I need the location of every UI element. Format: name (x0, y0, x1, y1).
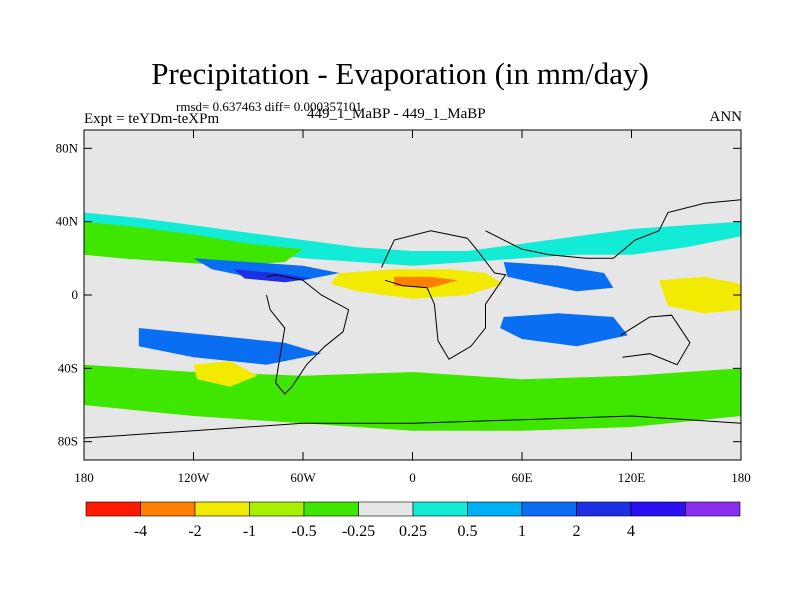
region-central-orange (394, 276, 459, 288)
colorbar-box (412, 501, 468, 517)
colorbar-box (140, 501, 196, 517)
colorbar-label: -0.25 (342, 523, 375, 540)
y-tick-label: 40N (56, 214, 79, 229)
x-tick-label: 0 (409, 470, 416, 485)
region-indian-blue (503, 262, 614, 292)
colorbar-box (467, 501, 523, 517)
region-west-pacific-yellow (658, 276, 741, 314)
colorbar-label: 1 (518, 523, 526, 540)
expt-label: Expt = teYDm-teXPm (84, 111, 220, 127)
plot-area (84, 130, 741, 460)
colorbar-box (358, 501, 414, 517)
colorbar-box (194, 501, 250, 517)
x-tick-label: 180 (731, 470, 751, 485)
region-south-indian-blue (500, 313, 628, 347)
coastline-asia-outline (485, 199, 741, 259)
colorbar-box (521, 501, 577, 517)
colorbar-box (685, 501, 741, 517)
colorbar-label: -4 (134, 523, 147, 540)
region-south-subtropical-dry (84, 364, 741, 431)
colorbar: -4 -2 -1 -0.5 -0.25 0.25 0.5 1 2 4 (85, 501, 741, 540)
region-north-pacific-dry (84, 221, 303, 266)
colorbar-box (576, 501, 632, 517)
region-south-atlantic-yellow (193, 361, 258, 387)
colorbar-box (85, 501, 141, 517)
stats-line: rmsd= 0.637463 diff= 0.000357101 (176, 99, 362, 114)
season-label: ANN (709, 109, 743, 125)
colorbar-box (303, 501, 359, 517)
y-tick-label: 0 (72, 287, 79, 302)
x-tick-label: 180 (74, 470, 94, 485)
chart-title: Precipitation - Evaporation (in mm/day) (151, 56, 649, 91)
colorbar-label: 0.25 (399, 523, 427, 540)
colorbar-label: 0.5 (458, 523, 478, 540)
region-pacific-blue-band (193, 258, 340, 281)
colorbar-box (630, 501, 686, 517)
x-tick-label: 60E (512, 470, 533, 485)
y-tick-label: 80S (58, 434, 78, 449)
colorbar-label: -2 (188, 523, 201, 540)
region-south-pacific-blue (138, 328, 322, 365)
x-tick-label: 60W (290, 470, 316, 485)
coastline-antarctica-outline (84, 415, 741, 439)
y-tick-label: 80N (56, 140, 79, 155)
axes: 180 120W 60W 0 60E 120E 180 80N 40N 0 40S 80S (56, 129, 751, 485)
coastline-south-america-outline (266, 274, 350, 395)
colorbar-box (249, 501, 305, 517)
x-tick-label: 120E (618, 470, 646, 485)
colorbar-label: 2 (573, 523, 581, 540)
colorbar-label: -0.5 (291, 523, 316, 540)
x-tick-label: 120W (178, 470, 211, 485)
colorbar-label: 4 (627, 523, 635, 540)
colorbar-label: -1 (243, 523, 256, 540)
region-north-subtropical-wet (84, 212, 741, 266)
coastline-africa-outline (381, 230, 507, 360)
y-tick-label: 40S (58, 360, 78, 375)
coastline-australia-outline (620, 314, 691, 366)
case-label: 449_1_MaBP - 449_1_MaBP (307, 106, 486, 122)
